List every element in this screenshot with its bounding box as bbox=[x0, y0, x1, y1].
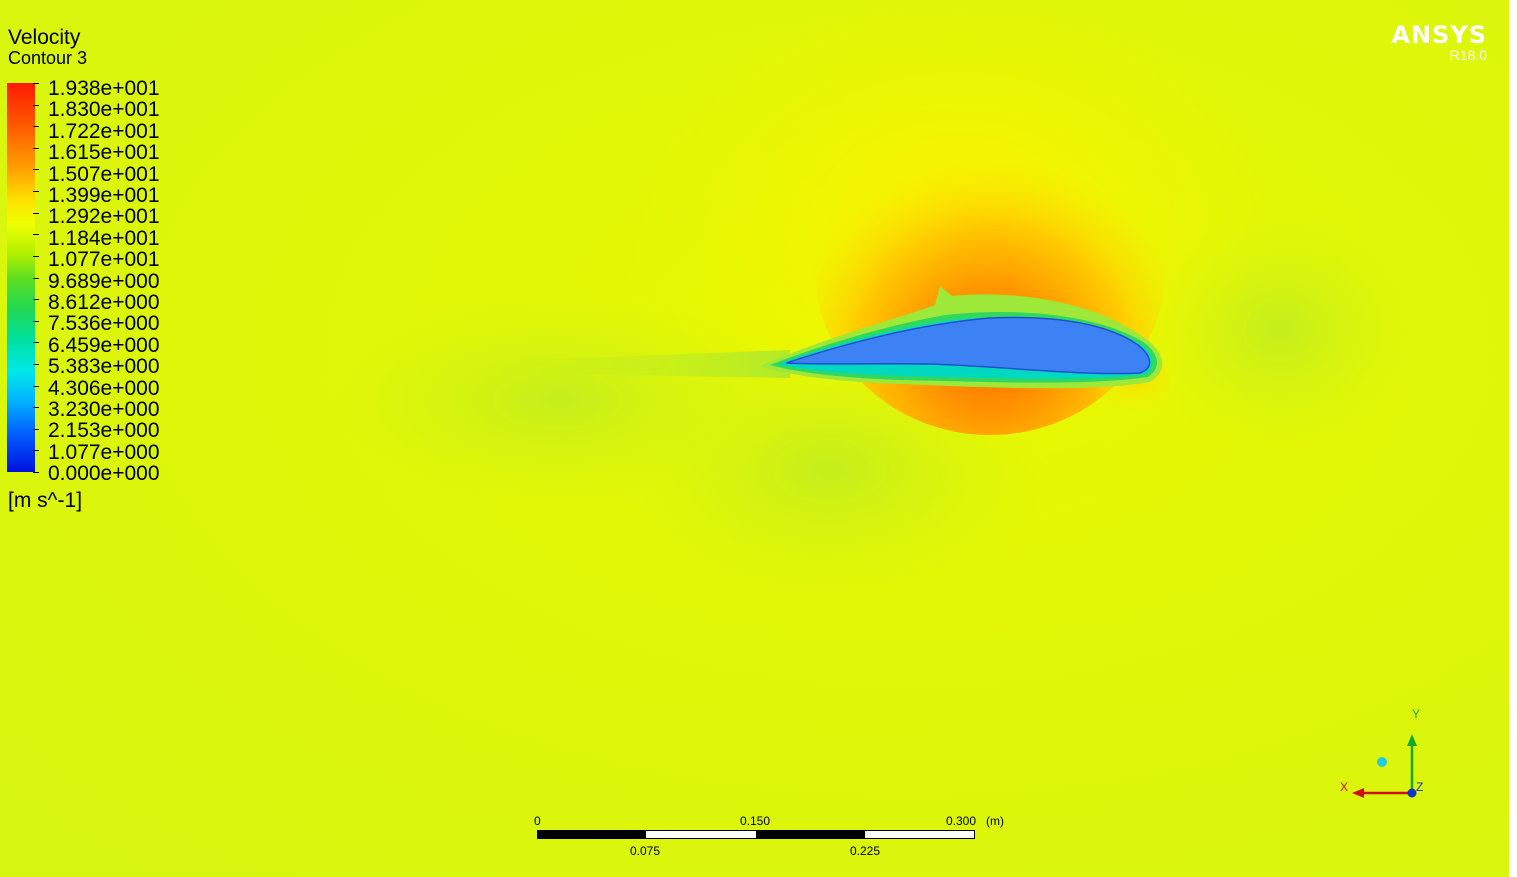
scale-label-0225: 0.225 bbox=[850, 844, 881, 858]
scale-unit: (m) bbox=[986, 814, 1004, 828]
legend-label: 1.399e+001 bbox=[48, 184, 160, 207]
legend-tick bbox=[33, 364, 39, 365]
legend-tick bbox=[33, 234, 39, 235]
legend-tick bbox=[33, 105, 39, 106]
legend-label: 4.306e+000 bbox=[48, 376, 160, 400]
axis-label-y: Y bbox=[1412, 707, 1421, 721]
legend-tick bbox=[33, 321, 39, 322]
legend-tick bbox=[33, 213, 39, 214]
legend-label: 1.507e+001 bbox=[48, 162, 160, 186]
scale-label-0075: 0.075 bbox=[630, 844, 661, 858]
legend-label: 8.612e+000 bbox=[48, 291, 160, 314]
legend-tick bbox=[33, 191, 39, 192]
viewport-border bbox=[1509, 0, 1517, 877]
axis-triad[interactable]: Y X Z bbox=[1330, 700, 1440, 810]
axis-label-x: X bbox=[1340, 780, 1349, 794]
legend-label: 1.615e+001 bbox=[48, 141, 160, 165]
legend-label: 3.230e+000 bbox=[48, 398, 160, 421]
legend-tick bbox=[33, 450, 39, 451]
legend-label: 9.689e+000 bbox=[48, 269, 160, 293]
airfoil-shape bbox=[785, 316, 1151, 375]
scale-label-0: 0 bbox=[534, 814, 541, 828]
legend-label: 1.077e+000 bbox=[48, 440, 160, 464]
legend-tick bbox=[33, 429, 39, 430]
legend-tick bbox=[33, 83, 39, 84]
legend-subtitle: Contour 3 bbox=[8, 48, 88, 68]
legend-label: 1.077e+001 bbox=[48, 248, 160, 272]
scale-label-0150: 0.150 bbox=[740, 814, 771, 828]
legend-label: 0.000e+000 bbox=[48, 462, 160, 486]
legend-label: 1.938e+001 bbox=[48, 77, 160, 100]
legend-label: 1.830e+001 bbox=[48, 98, 160, 122]
brand-name: ANSYS bbox=[1391, 21, 1487, 49]
ansys-logo: ANSYS R18.0 bbox=[1391, 22, 1487, 62]
legend-color-bar bbox=[7, 83, 35, 472]
legend-title: Velocity bbox=[8, 26, 81, 49]
legend-tick bbox=[33, 126, 39, 127]
legend-tick bbox=[33, 299, 39, 300]
legend-label: 1.722e+001 bbox=[48, 119, 160, 143]
scale-bar bbox=[537, 830, 975, 839]
scale-label-0300: 0.300 bbox=[946, 814, 977, 828]
axis-label-z: Z bbox=[1416, 780, 1424, 794]
legend-label: 7.536e+000 bbox=[48, 312, 160, 336]
legend-ticks bbox=[33, 83, 39, 473]
legend-unit: [m s^-1] bbox=[8, 489, 83, 512]
legend-label: 2.153e+000 bbox=[48, 419, 160, 443]
legend-tick bbox=[33, 342, 39, 343]
legend-label: 1.184e+001 bbox=[48, 226, 160, 250]
legend-label: 1.292e+001 bbox=[48, 205, 160, 229]
legend-tick bbox=[33, 386, 39, 387]
legend-tick bbox=[33, 256, 39, 257]
legend-tick bbox=[33, 148, 39, 149]
legend-tick bbox=[33, 472, 39, 473]
legend-tick bbox=[33, 407, 39, 408]
legend-label: 5.383e+000 bbox=[48, 355, 160, 379]
legend-label: 6.459e+000 bbox=[48, 333, 160, 357]
brand-version: R18.0 bbox=[1449, 47, 1487, 63]
axis-triad-icon bbox=[1352, 734, 1417, 798]
legend-tick bbox=[33, 169, 39, 170]
legend-tick bbox=[33, 278, 39, 279]
